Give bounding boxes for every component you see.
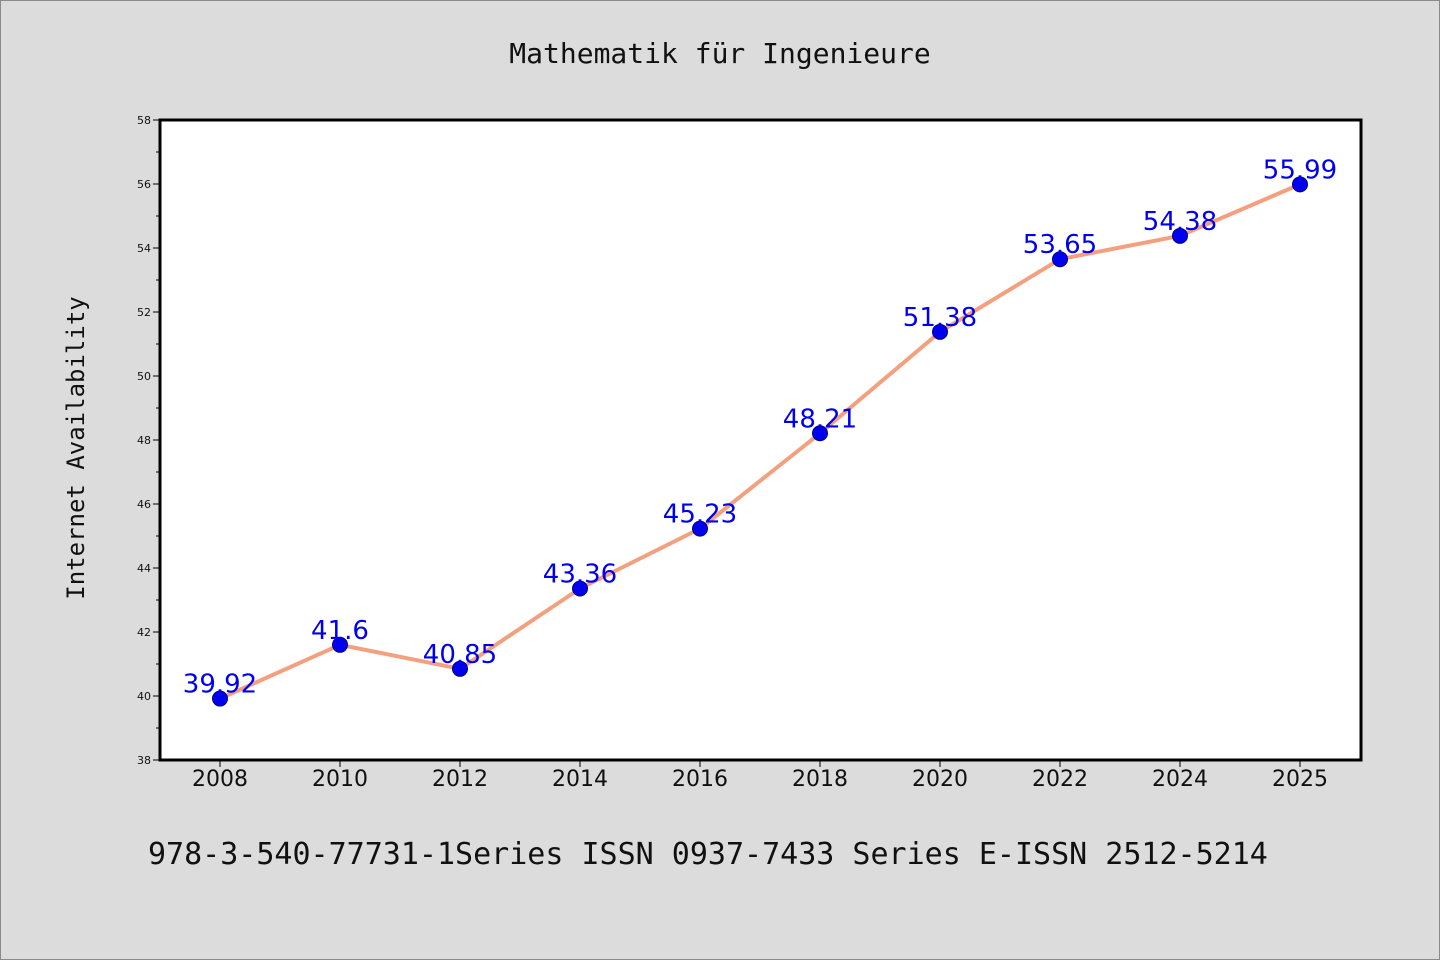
x-tick-label: 2014 — [552, 767, 608, 792]
y-tick-label: 50 — [137, 370, 151, 383]
y-axis-label: Internet Availability — [62, 296, 90, 599]
y-tick-label: 52 — [137, 306, 151, 319]
data-label: 48.21 — [783, 404, 857, 434]
data-point-marker — [812, 425, 828, 442]
x-tick-label: 2018 — [792, 767, 848, 792]
x-axis: 2008 2010 2012 2014 2016 2018 2020 2022 2024 2025 — [192, 760, 1328, 792]
data-point-marker — [1292, 176, 1308, 193]
data-label: 40.85 — [423, 640, 497, 670]
data-point-marker — [692, 520, 708, 537]
x-tick-label: 2020 — [912, 767, 968, 792]
data-point-marker — [1052, 251, 1068, 268]
data-point-marker — [332, 636, 348, 653]
data-markers — [212, 176, 1308, 707]
y-tick-label: 46 — [137, 498, 151, 511]
x-tick-label: 2022 — [1032, 767, 1088, 792]
y-tick-label: 54 — [137, 242, 151, 255]
x-tick-label: 2024 — [1152, 767, 1208, 792]
data-label: 39.92 — [183, 670, 257, 700]
x-tick-label: 2008 — [192, 767, 248, 792]
x-tick-label: 2016 — [672, 767, 728, 792]
data-label: 53.65 — [1023, 230, 1097, 260]
footer-text: 978-3-540-77731-1Series ISSN 0937-7433 S… — [148, 837, 1268, 872]
y-tick-label: 48 — [137, 434, 151, 447]
data-point-marker — [932, 323, 948, 340]
data-labels: 39.92 41.6 40.85 43.36 45.23 48.21 51.38 53.65 5… — [183, 155, 1337, 699]
x-tick-label: 2010 — [312, 767, 368, 792]
y-tick-label: 42 — [137, 626, 151, 639]
data-label: 54.38 — [1143, 207, 1217, 237]
data-label: 51.38 — [903, 303, 977, 333]
y-tick-label: 38 — [137, 754, 151, 767]
data-point-marker — [452, 660, 468, 677]
chart-title: Mathematik für Ingenieure — [509, 37, 930, 70]
data-label: 43.36 — [543, 559, 617, 589]
x-tick-label: 2025 — [1272, 767, 1328, 792]
data-point-marker — [572, 580, 588, 597]
data-point-marker — [1172, 227, 1188, 244]
y-axis: 38 40 42 44 46 48 50 52 54 56 58 — [137, 114, 160, 767]
x-tick-label: 2012 — [432, 767, 488, 792]
series-line-group — [219, 182, 1301, 701]
y-tick-label: 58 — [137, 114, 151, 127]
series-line — [219, 182, 1301, 701]
data-label: 41.6 — [311, 616, 369, 646]
data-label: 45.23 — [663, 500, 737, 530]
y-tick-label: 56 — [137, 178, 151, 191]
data-point-marker — [212, 690, 228, 707]
data-label: 55.99 — [1263, 155, 1337, 185]
y-tick-label: 40 — [137, 690, 151, 703]
plot-area — [158, 118, 1363, 762]
y-tick-label: 44 — [137, 562, 151, 575]
